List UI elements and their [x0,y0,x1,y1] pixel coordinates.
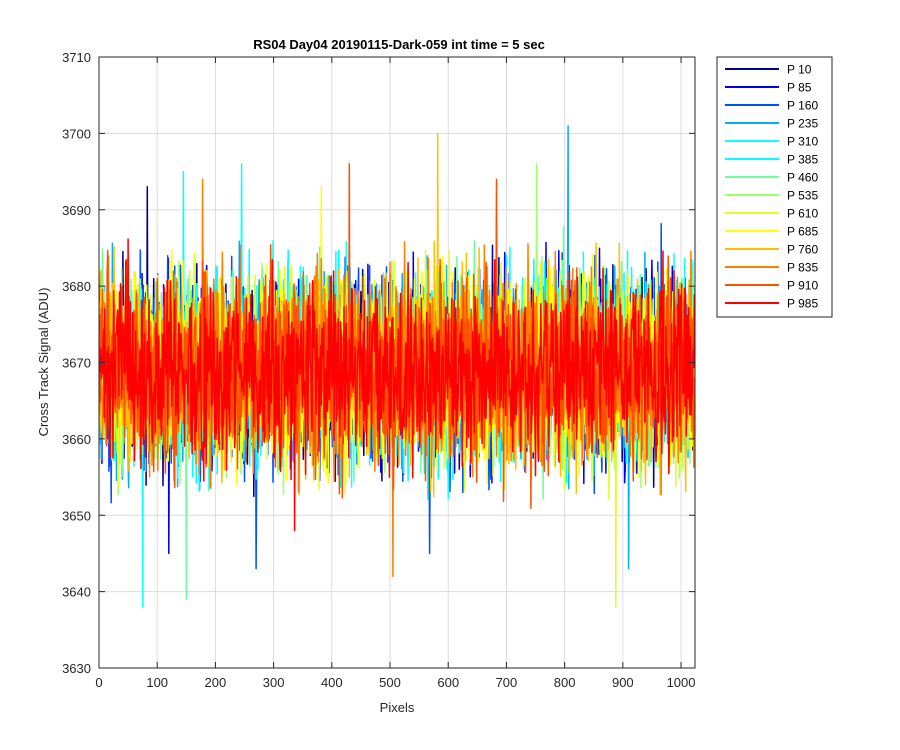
x-tick-label: 600 [437,675,459,690]
y-tick-label: 3680 [62,279,91,294]
legend-label: P 910 [787,279,818,293]
x-tick-label: 0 [95,675,102,690]
y-tick-label: 3640 [62,585,91,600]
legend-label: P 985 [787,297,818,311]
y-tick-label: 3660 [62,432,91,447]
legend-label: P 10 [787,63,812,77]
x-tick-label: 400 [321,675,343,690]
x-tick-label: 800 [554,675,576,690]
legend-label: P 610 [787,207,818,221]
x-tick-label: 500 [379,675,401,690]
series-line-p-985 [99,238,695,532]
legend-label: P 535 [787,189,818,203]
legend: P 10 P 85 P 160 P 235 P 310 P 385 P 460 P 535 P … [716,56,833,318]
y-tick-label: 3670 [62,356,91,371]
y-axis-label: Cross Track Signal (ADU) [36,288,51,437]
legend-label: P 235 [787,117,818,131]
legend-label: P 160 [787,99,818,113]
axis-ticks: 0 100 200 300 400 500 600 700 800 900 1000 3630 3640… [62,50,695,690]
y-tick-label: 3630 [62,661,91,676]
series-lines [99,124,695,608]
legend-label: P 460 [787,171,818,185]
x-tick-label: 300 [263,675,285,690]
x-tick-label: 200 [205,675,227,690]
x-tick-label: 700 [496,675,518,690]
y-tick-label: 3710 [62,50,91,65]
legend-label: P 310 [787,135,818,149]
y-tick-label: 3650 [62,508,91,523]
x-tick-label: 100 [146,675,168,690]
legend-label: P 85 [787,81,812,95]
x-axis-label: Pixels [380,700,415,715]
legend-box [716,56,833,318]
series-line-p-910 [99,163,695,509]
y-tick-label: 3690 [62,203,91,218]
x-tick-label: 1000 [667,675,696,690]
x-tick-label: 900 [612,675,634,690]
chart-title: RS04 Day04 20190115-Dark-059 int time = … [253,37,545,52]
legend-label: P 760 [787,243,818,257]
legend-label: P 835 [787,261,818,275]
legend-label: P 685 [787,225,818,239]
y-tick-label: 3700 [62,126,91,141]
legend-label: P 385 [787,153,818,167]
